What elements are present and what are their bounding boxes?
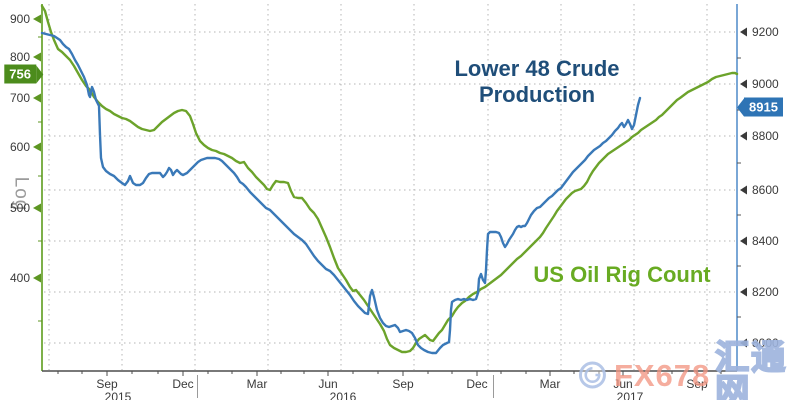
left-axis-tick [33,203,41,213]
x-axis-tick-label: Mar [539,377,561,391]
right-axis-tick-label: 8800 [752,129,779,143]
x-axis-year-label: 2015 [104,390,132,400]
x-axis-tick-label: Sep [686,377,708,391]
annotation-rig-count: US Oil Rig Count [533,262,711,287]
watermark-logo-icon [578,361,606,389]
x-axis-tick-label: Dec [466,377,488,391]
left-axis-tick-label: 600 [9,140,30,154]
right-axis-tick [740,185,747,195]
left-axis-tick-label: 900 [9,12,30,26]
left-axis-tick-label: 400 [9,271,30,285]
x-axis-tick-label: Jun [613,377,633,391]
left-axis-tick [33,14,41,24]
x-axis-tick-label: Sep [96,377,118,391]
right-axis-tick [740,79,747,89]
right-axis-tick-label: 8400 [752,234,779,248]
right-axis-tick [740,338,747,348]
watermark-brand: FX678 [613,357,711,393]
right-axis-tick [740,287,747,297]
x-axis-year-label: 2017 [616,390,644,400]
right-axis-tick-label: 8000 [752,336,779,350]
right-axis-tick-label: 9000 [752,77,779,91]
year-separator [493,375,494,398]
left-axis-tick-label: 500 [9,201,30,215]
x-axis-tick-label: Sep [392,377,414,391]
x-axis-tick-label: Jun [318,377,338,391]
right-axis-tick [740,236,747,246]
last-value-badge-rig-count: 756 [4,64,36,84]
left-axis-tick-label: 700 [9,91,30,105]
right-axis-tick-label: 8600 [752,183,779,197]
right-axis-tick [740,131,747,141]
x-axis-tick-label: Mar [246,377,268,391]
right-axis-tick [740,27,747,37]
left-axis-tick [33,273,41,283]
right-axis-tick-label: 8200 [752,285,779,299]
series-line-rig-count [40,4,739,354]
last-value-badge-production: 8915 [744,97,783,117]
right-axis-tick-label: 9200 [752,25,779,39]
left-axis-tick [33,142,41,152]
watermark: FX678 汇通网 [576,339,800,400]
left-axis-tick [33,93,41,103]
series-line-production [40,31,642,355]
watermark-site: 汇通网 [714,339,788,400]
annotation-production: Lower 48 Crude Production [454,56,620,107]
left-axis-tick [33,52,41,62]
x-axis-tick-label: Dec [172,377,194,391]
left-axis-tick-label: 800 [9,50,30,64]
x-axis-year-label: 2016 [329,390,357,400]
year-separator [197,375,198,398]
